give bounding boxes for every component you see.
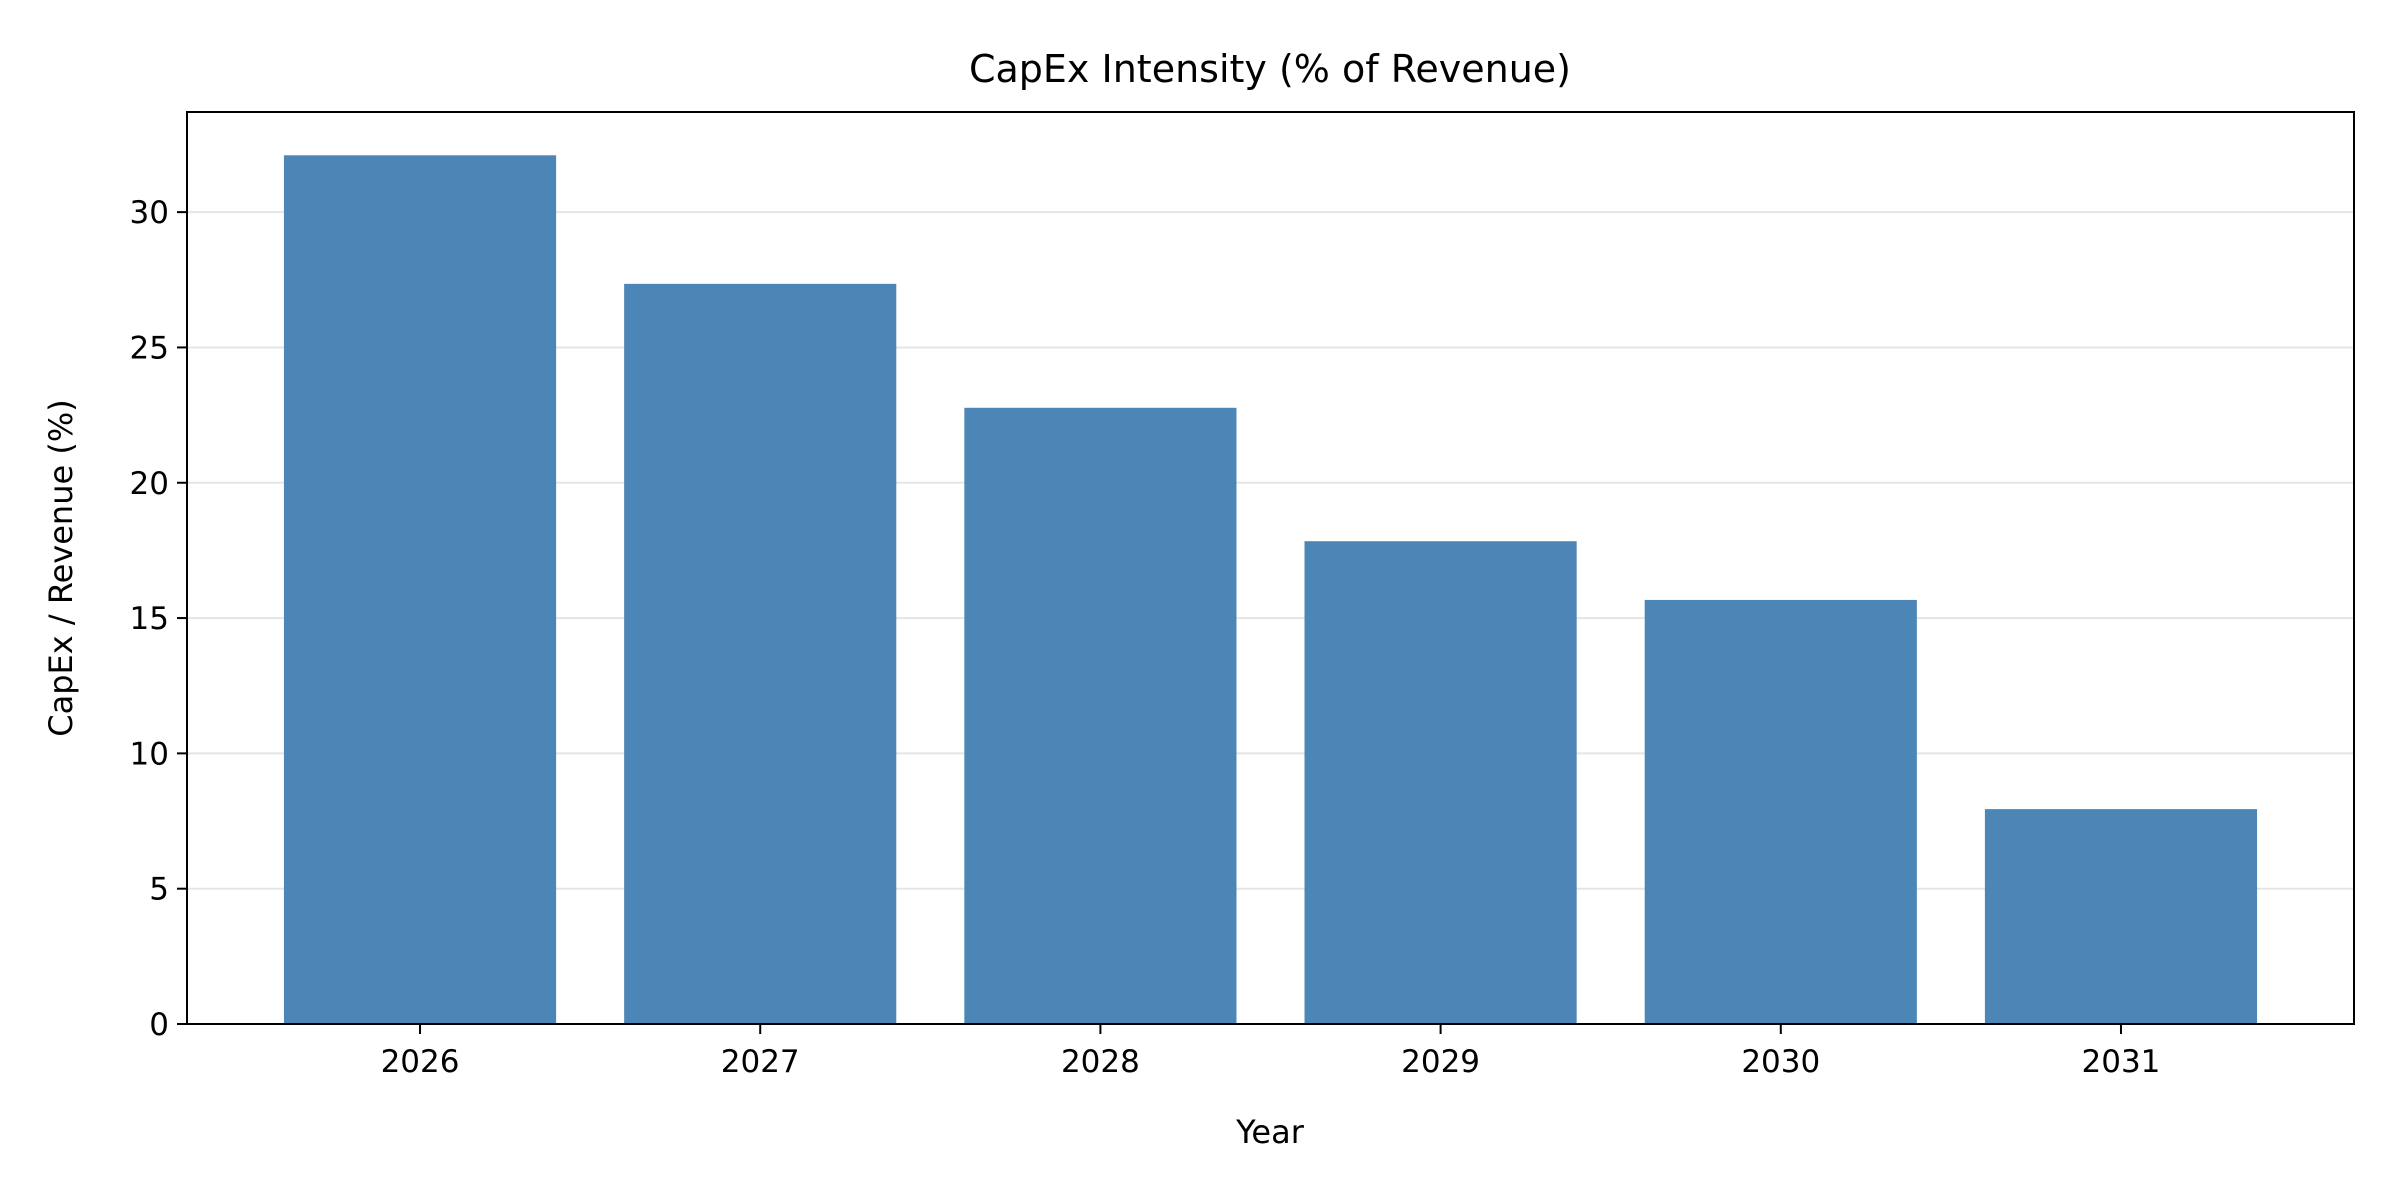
x-tick-label: 2027 bbox=[721, 1044, 800, 1080]
x-tick-label: 2026 bbox=[381, 1044, 460, 1080]
bar-2031 bbox=[1984, 809, 2258, 1024]
bar-2030 bbox=[1644, 599, 1917, 1024]
y-axis-ticks: 0 5 10 15 20 25 30 bbox=[130, 195, 187, 1043]
x-axis-label: Year bbox=[1235, 1113, 1305, 1151]
x-tick-label: 2031 bbox=[2082, 1044, 2161, 1080]
y-tick-label: 30 bbox=[130, 195, 169, 231]
y-axis-label: CapEx / Revenue (%) bbox=[42, 399, 80, 736]
chart-title: CapEx Intensity (% of Revenue) bbox=[969, 47, 1571, 91]
y-tick-label: 15 bbox=[130, 601, 169, 637]
y-tick-label: 10 bbox=[130, 736, 169, 772]
y-tick-label: 0 bbox=[149, 1007, 169, 1043]
y-tick-label: 25 bbox=[130, 330, 169, 366]
bar-2027 bbox=[624, 283, 897, 1024]
y-tick-label: 5 bbox=[149, 872, 169, 908]
bars bbox=[283, 155, 2258, 1025]
bar-2026 bbox=[283, 155, 557, 1025]
plot-frame bbox=[186, 111, 2355, 1025]
x-tick-label: 2029 bbox=[1401, 1044, 1480, 1080]
bar-2028 bbox=[964, 407, 1237, 1024]
x-tick-label: 2028 bbox=[1061, 1044, 1140, 1080]
x-axis-ticks: 2026 2027 2028 2029 2030 2031 bbox=[381, 1024, 2161, 1080]
y-tick-label: 20 bbox=[130, 466, 169, 502]
x-tick-label: 2030 bbox=[1741, 1044, 1820, 1080]
bar-2029 bbox=[1304, 541, 1577, 1024]
